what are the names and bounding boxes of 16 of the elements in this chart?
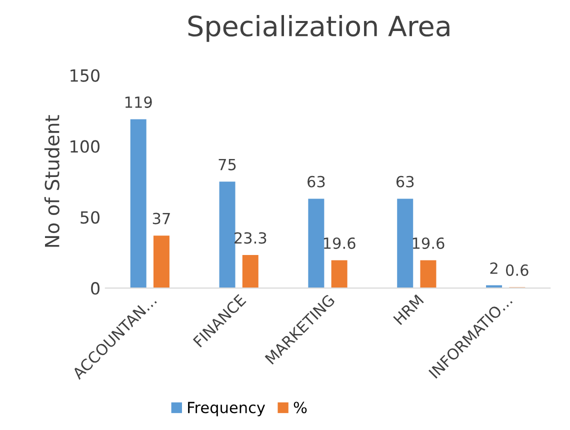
data-label: 63 — [308, 176, 325, 188]
data-label: 119 — [125, 96, 152, 108]
legend-label: % — [294, 402, 307, 414]
data-label: 75 — [218, 159, 236, 170]
y-tick-label: 150 — [70, 69, 100, 82]
y-tick-label: 100 — [70, 140, 100, 153]
data-label: 37 — [152, 212, 170, 224]
legend-label: Frequency — [188, 402, 266, 416]
data-label: 19.6 — [324, 237, 356, 249]
data-label: 63 — [396, 176, 414, 188]
y-axis-title: No of Student — [44, 115, 60, 247]
data-label: 0.6 — [506, 264, 528, 276]
y-tick-label: 50 — [80, 211, 100, 224]
data-label: 2 — [490, 262, 498, 274]
chart-title: Specialization Area — [188, 15, 450, 42]
y-tick-label: 0 — [91, 282, 100, 295]
